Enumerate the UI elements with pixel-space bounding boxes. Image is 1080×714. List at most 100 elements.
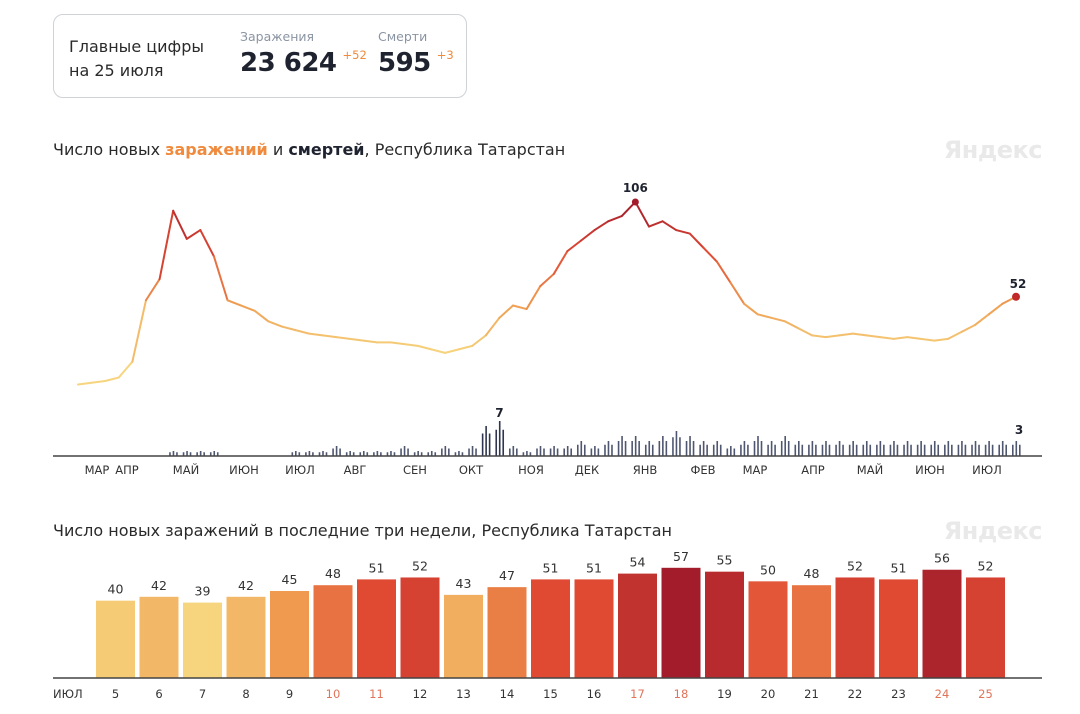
deaths-bar: [580, 441, 583, 456]
infections-line-segment: [933, 337, 950, 342]
deaths-bar: [644, 444, 647, 456]
deaths-bar: [1005, 444, 1008, 456]
deaths-bar: [712, 444, 715, 456]
deaths-bar: [743, 441, 746, 456]
deaths-bar: [461, 452, 464, 456]
infections-line-segment: [702, 246, 718, 263]
deaths-bar: [413, 452, 416, 456]
deaths-bar: [291, 452, 294, 456]
deaths-bar: [570, 448, 572, 456]
infections-label: Заражения: [240, 29, 315, 44]
x-tick-label: ИЮН: [915, 463, 945, 477]
deaths-bar: [420, 452, 423, 456]
deaths-bar: [760, 441, 763, 456]
bar-value-label: 39: [195, 584, 211, 599]
deaths-bar: [556, 448, 559, 456]
bar: [96, 600, 135, 678]
infections-line-segment: [90, 379, 107, 384]
bar: [748, 581, 788, 678]
x-tick-label: 13: [456, 687, 471, 701]
deaths-bar: [624, 441, 627, 456]
last-marker: [1012, 292, 1020, 301]
infections-line-segment: [457, 344, 474, 351]
deaths-bar: [767, 444, 769, 456]
deaths-bar: [566, 446, 569, 456]
deaths-value-row: 595 +3: [378, 48, 454, 78]
deaths-bar: [842, 444, 844, 456]
deaths-bar: [638, 441, 640, 456]
infections-line-segment: [416, 344, 433, 351]
x-tick-label: 18: [674, 687, 689, 701]
infections-value-row: 23 624 +52: [240, 48, 367, 78]
deaths-bar: [651, 444, 654, 456]
deaths-bar: [621, 436, 623, 456]
deaths-bar: [549, 448, 552, 456]
deaths-bar: [325, 452, 328, 456]
bar: [966, 577, 1005, 678]
deaths-bar: [658, 441, 661, 456]
peak-marker: [631, 198, 639, 206]
deaths-bar: [604, 444, 606, 456]
bar: [792, 585, 831, 678]
deaths-bar: [662, 436, 664, 456]
infections-line-segment: [430, 348, 447, 354]
deaths-bar: [794, 444, 797, 456]
infections-value: 23 624: [240, 48, 337, 78]
bar: [661, 567, 701, 678]
bar-value-label: 42: [238, 578, 254, 593]
infections-line-segment: [267, 320, 283, 328]
bar-value-label: 57: [673, 550, 689, 564]
deaths-bar: [957, 444, 960, 456]
deaths-bar: [770, 441, 773, 456]
bar-value-label: 52: [847, 558, 863, 573]
x-tick-label: 23: [891, 687, 906, 701]
deaths-stat: Смерти 595 +3: [378, 29, 454, 78]
bar-value-label: 48: [804, 566, 820, 581]
deaths-bar: [1012, 444, 1014, 456]
infections-line-segment: [362, 339, 379, 344]
bar-value-label: 56: [934, 551, 950, 566]
infections-line-segment: [498, 304, 515, 319]
x-tick-label: ДЕК: [575, 463, 599, 477]
bar: [444, 594, 483, 678]
bar-value-label: 52: [412, 558, 428, 573]
x-tick-label: МАР: [85, 463, 110, 477]
deaths-bar: [692, 441, 695, 456]
infections-line-segment: [566, 239, 582, 253]
bar: [531, 579, 570, 678]
deaths-bar: [298, 452, 301, 456]
deaths-bar: [801, 444, 804, 456]
deaths-bar: [706, 444, 708, 456]
bar: [618, 573, 657, 678]
deaths-bar: [865, 441, 868, 456]
deaths-value: 595: [378, 48, 431, 78]
deaths-bar: [971, 444, 973, 456]
x-tick-label: 15: [543, 687, 558, 701]
bar-value-label: 43: [456, 576, 472, 591]
deaths-bar: [312, 452, 314, 456]
deaths-peak-label: 7: [495, 406, 503, 420]
deaths-bar: [855, 444, 858, 456]
infections-line-segment: [770, 316, 786, 323]
deaths-bar: [318, 452, 321, 456]
infections-line-segment: [172, 209, 188, 240]
deaths-bar: [448, 448, 450, 456]
deaths-bar: [944, 444, 946, 456]
deaths-bar: [947, 441, 950, 456]
deaths-bar: [434, 452, 437, 456]
deaths-bar: [475, 448, 477, 456]
deaths-bar: [774, 444, 776, 456]
infections-line-segment: [851, 332, 868, 337]
x-tick-label: 20: [761, 687, 776, 701]
deaths-bar: [825, 441, 827, 456]
bar: [487, 587, 527, 678]
deaths-bar: [607, 441, 610, 456]
deaths-bar: [951, 444, 953, 456]
infections-line-segment: [579, 229, 596, 242]
deaths-bar: [536, 448, 538, 456]
deaths-bar: [386, 452, 389, 456]
infections-line-segment: [335, 336, 351, 340]
deaths-bar: [675, 431, 678, 456]
infections-line-segment: [729, 281, 746, 305]
infections-line-segment: [552, 250, 569, 275]
